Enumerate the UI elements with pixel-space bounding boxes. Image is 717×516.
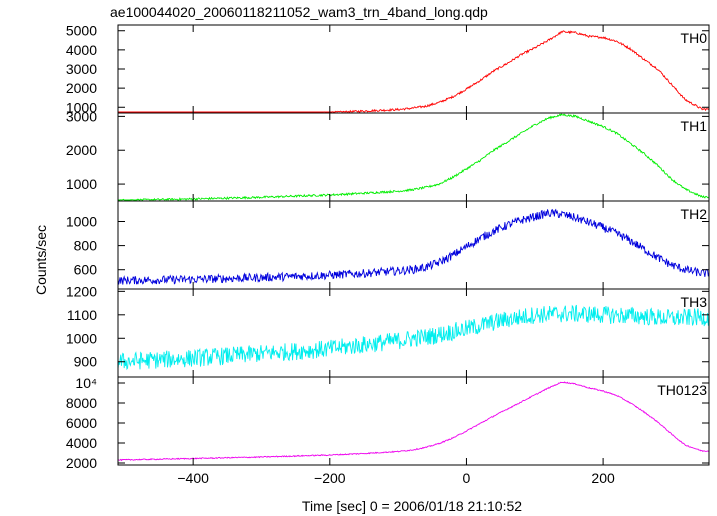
panel-label: TH3 bbox=[681, 294, 708, 310]
panel-label: TH2 bbox=[681, 206, 708, 222]
y-tick-label: 1000 bbox=[66, 99, 97, 115]
y-tick-label: 4000 bbox=[66, 435, 97, 451]
y-tick-label: 3000 bbox=[66, 108, 97, 124]
panel-th0123: 2000 4000 6000 8000 10⁴ TH0123 bbox=[66, 375, 710, 471]
y-tick-label: 1000 bbox=[66, 213, 97, 229]
y-tick-label: 5000 bbox=[66, 23, 97, 39]
panel-label: TH0 bbox=[681, 30, 708, 46]
y-tick-label: 6000 bbox=[66, 415, 97, 431]
panel-th0: 1000 2000 3000 4000 5000 TH0 bbox=[66, 23, 710, 115]
y-tick-label: 4000 bbox=[66, 42, 97, 58]
y-tick-label: 2000 bbox=[66, 455, 97, 471]
panels: 1000 2000 3000 4000 5000 TH0 1000 2000 3000 TH1 60… bbox=[66, 23, 710, 471]
x-tick-label: −200 bbox=[314, 470, 346, 486]
panel-frame bbox=[117, 288, 710, 378]
panel-label: TH0123 bbox=[657, 382, 707, 398]
chart-title: ae100044020_20060118211052_wam3_trn_4ban… bbox=[110, 4, 488, 20]
y-tick-label: 1200 bbox=[66, 283, 97, 299]
series-line-th2 bbox=[117, 208, 710, 285]
series-line-th0123 bbox=[117, 381, 710, 462]
y-tick-label: 800 bbox=[74, 238, 98, 254]
series-line-th0 bbox=[118, 30, 710, 113]
panel-th1: 1000 2000 3000 TH1 bbox=[66, 108, 710, 202]
y-tick-label: 2000 bbox=[66, 80, 97, 96]
panel-frame bbox=[117, 112, 710, 202]
panel-frame bbox=[117, 376, 710, 466]
y-tick-label: 1000 bbox=[66, 330, 97, 346]
y-tick-label: 1000 bbox=[66, 176, 97, 192]
panel-label: TH1 bbox=[681, 118, 708, 134]
x-tick-label: 200 bbox=[591, 470, 615, 486]
x-axis-label: Time [sec] 0 = 2006/01/18 21:10:52 bbox=[302, 498, 522, 514]
panel-frame bbox=[117, 200, 710, 290]
panel-frame bbox=[117, 24, 710, 114]
y-tick-label: 1100 bbox=[67, 307, 97, 323]
panel-th2: 600 800 1000 TH2 bbox=[66, 200, 710, 290]
y-axis-label: Counts/sec bbox=[33, 225, 49, 295]
y-tick-label: 8000 bbox=[66, 395, 97, 411]
series-line-th1 bbox=[118, 113, 710, 201]
series-line-th3 bbox=[117, 304, 710, 371]
x-tick-label: 0 bbox=[463, 470, 471, 486]
y-tick-label: 3000 bbox=[66, 61, 97, 77]
y-tick-label: 10⁴ bbox=[75, 375, 97, 391]
y-tick-label: 600 bbox=[74, 262, 98, 278]
y-tick-label: 900 bbox=[74, 354, 98, 370]
y-tick-label: 2000 bbox=[66, 142, 97, 158]
x-tick-label: −400 bbox=[177, 470, 209, 486]
x-axis-tick-labels: −400 −200 0 200 bbox=[177, 470, 615, 486]
panel-th3: 900 1000 1100 1200 TH3 bbox=[66, 283, 710, 378]
